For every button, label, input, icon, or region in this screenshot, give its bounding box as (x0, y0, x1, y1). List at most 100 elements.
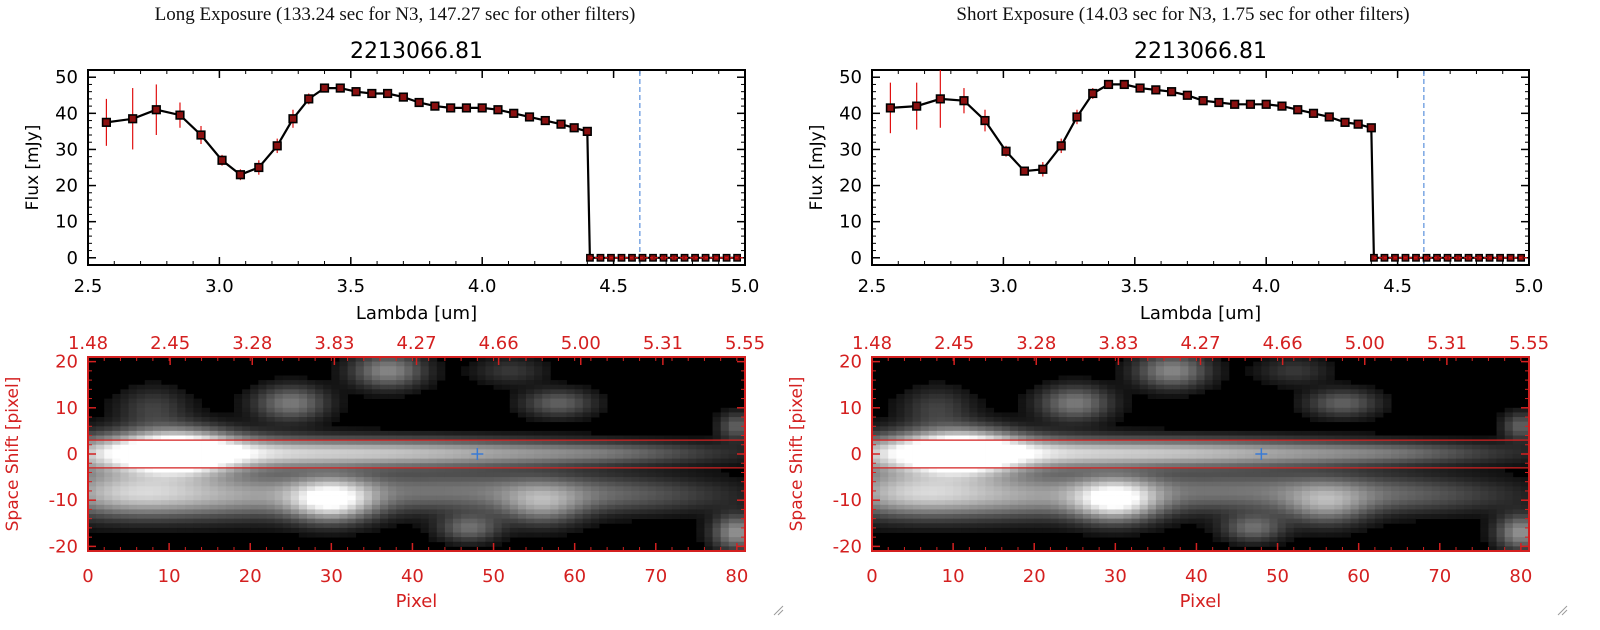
image-pixel (720, 472, 730, 478)
image-pixel (542, 389, 551, 395)
image-pixel (728, 546, 738, 552)
image-pixel (1228, 477, 1238, 483)
image-pixel (1277, 370, 1287, 376)
image-pixel (574, 481, 584, 487)
image-pixel (1099, 398, 1108, 404)
image-pixel (1366, 458, 1376, 464)
image-pixel (177, 527, 186, 533)
image-pixel (582, 454, 592, 460)
image-pixel (517, 514, 527, 520)
image-pixel (169, 454, 178, 460)
image-pixel (404, 472, 413, 478)
image-pixel (242, 495, 251, 501)
image-pixel (363, 495, 373, 501)
image-pixel (461, 458, 470, 464)
image-pixel (1042, 486, 1051, 492)
image-pixel (1001, 444, 1011, 450)
image-pixel (904, 495, 913, 501)
image-pixel (1204, 430, 1214, 436)
image-pixel (1342, 384, 1351, 390)
image-pixel (436, 449, 446, 455)
image-pixel (225, 467, 235, 473)
image-pixel (1107, 417, 1116, 423)
image-pixel (1018, 393, 1027, 399)
image-pixel (1439, 467, 1449, 473)
image-pixel (615, 467, 624, 473)
image-pixel (647, 444, 657, 450)
image-pixel (420, 463, 430, 469)
image-pixel (242, 430, 251, 436)
image-pixel (1034, 412, 1043, 418)
image-pixel (1358, 398, 1368, 404)
image-pixel (217, 417, 227, 423)
image-pixel (936, 440, 946, 446)
image-pixel (1147, 481, 1157, 487)
image-pixel (266, 430, 275, 436)
image-pixel (380, 393, 389, 399)
image-pixel (969, 398, 978, 404)
image-pixel (201, 467, 211, 473)
image-pixel (993, 449, 1003, 455)
image-pixel (1107, 509, 1116, 515)
image-pixel (1439, 458, 1449, 464)
image-pixel (1131, 490, 1141, 496)
image-pixel (945, 444, 954, 450)
image-pixel (936, 407, 946, 413)
image-pixel (1115, 393, 1124, 399)
image-pixel (331, 454, 340, 460)
image-pixel (888, 490, 897, 496)
image-pixel (1204, 435, 1214, 441)
image-pixel (1066, 417, 1076, 423)
image-pixel (1520, 504, 1530, 510)
image-pixel (526, 467, 535, 473)
image-pixel (1464, 449, 1473, 455)
image-pixel (371, 357, 381, 363)
image-pixel (615, 486, 624, 492)
image-pixel (1334, 472, 1343, 478)
image-pixel (1520, 440, 1530, 446)
image-pixel (307, 527, 316, 533)
image-pixel (193, 472, 202, 478)
image-pixel (1366, 393, 1376, 399)
image-pixel (1512, 444, 1522, 450)
image-pixel (728, 421, 738, 427)
image-pixel (1496, 412, 1506, 418)
image-pixel (225, 430, 235, 436)
image-pixel (1139, 389, 1149, 395)
image-pixel (599, 490, 608, 496)
image-pixel (307, 398, 316, 404)
image-pixel (1431, 486, 1441, 492)
image-pixel (282, 504, 292, 510)
image-pixel (517, 393, 527, 399)
image-pixel (696, 454, 705, 460)
image-pixel (912, 407, 922, 413)
image-pixel (928, 463, 938, 469)
image-pixel (1277, 490, 1287, 496)
image-pixel (380, 472, 389, 478)
image-pixel (1245, 481, 1254, 487)
image-pixel (1472, 500, 1481, 506)
image-pixel (201, 407, 211, 413)
image-pixel (912, 412, 922, 418)
image-pixel (1334, 380, 1343, 386)
image-pixel (290, 454, 300, 460)
image-pixel (550, 384, 559, 390)
image-pixel (152, 467, 162, 473)
image-pixel (1001, 477, 1011, 483)
image-pixel (1464, 490, 1473, 496)
image-pixel (225, 458, 235, 464)
image-pixel (193, 440, 202, 446)
image-pixel (380, 366, 389, 372)
image-pixel (1220, 481, 1230, 487)
image-pixel (1423, 463, 1433, 469)
image-pixel (1147, 463, 1157, 469)
image-pixel (1058, 481, 1068, 487)
y-tick-label: 0 (851, 248, 862, 269)
image-pixel (558, 500, 567, 506)
image-pixel (307, 412, 316, 418)
image-pixel (1074, 490, 1084, 496)
image-pixel (1293, 370, 1303, 376)
image-pixel (672, 481, 681, 487)
image-pixel (1115, 458, 1124, 464)
image-pixel (1172, 370, 1181, 376)
